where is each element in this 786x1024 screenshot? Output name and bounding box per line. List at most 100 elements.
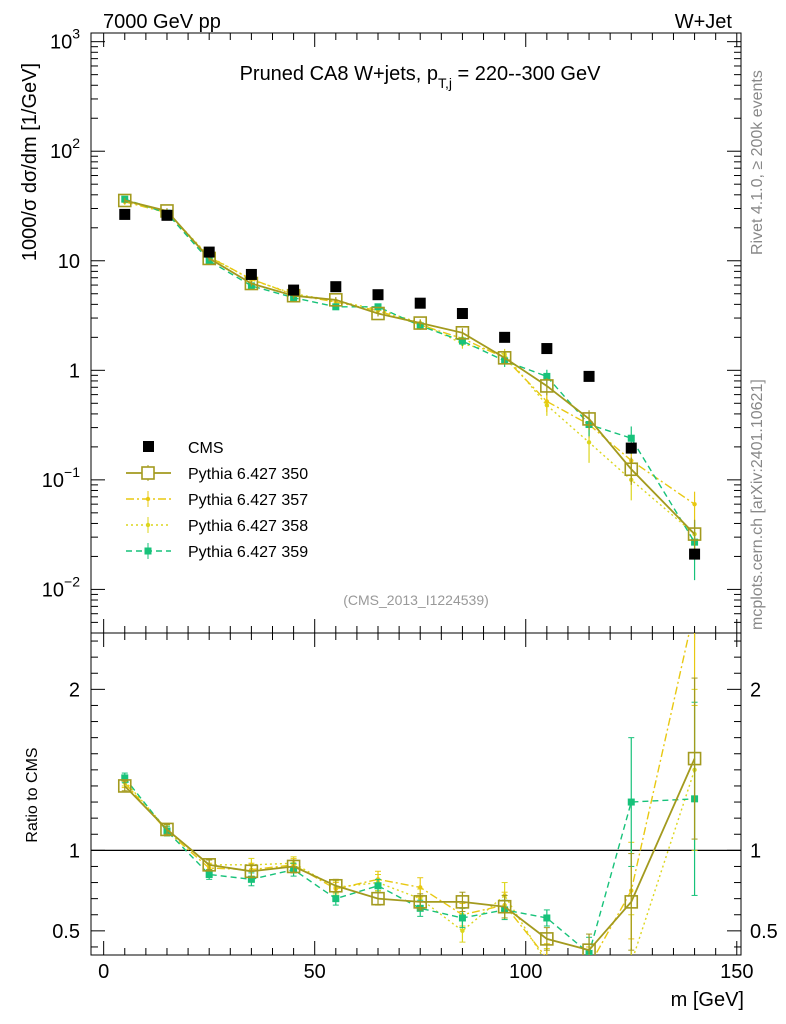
ratio-point-s350 <box>202 858 216 872</box>
data-point-cms <box>119 208 131 220</box>
point-s359 <box>458 337 466 345</box>
rivet-version-label: Rivet 4.1.0, ≥ 200k events <box>749 70 766 255</box>
legend-marker-s350 <box>141 466 155 480</box>
point-s357 <box>692 501 697 507</box>
ratio-y-tick-label-left: 2 <box>69 679 80 701</box>
data-point-cms <box>203 246 215 258</box>
ratio-point-s350 <box>624 895 639 909</box>
data-point-cms <box>161 209 173 221</box>
ratio-point-s357 <box>418 885 423 890</box>
data-point-cms <box>689 548 701 560</box>
ratio-y-axis-label: Ratio to CMS <box>24 747 41 842</box>
data-point-cms <box>541 343 553 355</box>
main-y-tick-label: 102 <box>50 135 80 163</box>
analysis-tag: (CMS_2013_I1224539) <box>343 592 489 608</box>
ratio-point-s359 <box>543 914 551 922</box>
ratio-x-tick-label: 0 <box>98 961 109 983</box>
legend-label-data: CMS <box>188 440 224 457</box>
ratio-y-tick-label-right: 0.5 <box>750 921 778 943</box>
ratio-point-s350 <box>160 822 174 837</box>
ratio-x-tick-label: 50 <box>304 961 326 983</box>
tick-base: 10 <box>42 470 64 492</box>
ratio-line-s350 <box>124 758 696 952</box>
ratio-line-s357 <box>124 633 690 955</box>
data-point-cms <box>288 284 300 296</box>
tick-base: 10 <box>50 141 72 163</box>
point-s350 <box>371 306 385 321</box>
main-y-axis-label: 1000/σ dσ/dm [1/GeV] <box>19 63 41 261</box>
data-point-cms <box>245 268 257 280</box>
data-point-cms <box>625 442 637 454</box>
legend-marker-data <box>143 441 154 452</box>
ratio-point-s359 <box>627 798 635 806</box>
data-point-cms <box>372 289 384 301</box>
point-s350 <box>329 293 343 307</box>
ratio-point-s350 <box>117 779 132 793</box>
tick-exponent: −1 <box>64 464 80 480</box>
ratio-y-tick-label-left: 0.5 <box>52 921 80 943</box>
legend-marker-s358 <box>145 522 151 528</box>
main-y-tick-label: 1 <box>69 360 80 382</box>
data-point-cms <box>330 281 342 293</box>
ratio-point-s350 <box>540 932 554 946</box>
tick-exponent: −2 <box>64 573 80 589</box>
point-s350 <box>413 316 428 330</box>
point-s359 <box>543 372 551 380</box>
series-line-s350 <box>124 199 696 535</box>
ratio-point-s357 <box>692 607 696 611</box>
ratio-frame <box>90 632 742 956</box>
main-series-group <box>117 193 702 581</box>
ratio-point-s350 <box>371 891 385 906</box>
ratio-point-s359 <box>205 871 213 878</box>
ratio-point-s358 <box>545 961 549 965</box>
main-plot-title: Pruned CA8 W+jets, pT,j = 220--300 GeV <box>240 63 602 91</box>
tick-base: 10 <box>50 32 72 54</box>
ratio-point-s358 <box>587 971 591 975</box>
point-s350 <box>687 527 702 541</box>
tick-exponent: 3 <box>72 26 80 42</box>
point-s350 <box>455 326 470 340</box>
ratio-point-s359 <box>121 774 129 782</box>
ratio-point-s359 <box>247 875 255 883</box>
ratio-y-tick-label-left: 1 <box>69 840 80 862</box>
ratio-y-tick-label-right: 2 <box>750 679 761 701</box>
ratio-point-s357 <box>587 964 591 968</box>
ratio-point-s350 <box>413 895 428 909</box>
ratio-point-s359 <box>332 895 340 903</box>
main-frame <box>90 32 742 634</box>
ratio-point-s357 <box>545 956 549 960</box>
legend-label-s350: Pythia 6.427 350 <box>188 466 308 483</box>
ratio-plot-panel: 0.5 0.5 1 1 2 2 0 50 100 150 Ratio to CMS m [GeV] <box>24 607 778 1011</box>
mcplots-reference-label: mcplots.cern.ch [arXiv:2401.10621] <box>749 379 766 630</box>
energy-label: 7000 GeV pp <box>103 11 221 33</box>
legend-marker-s359 <box>144 547 152 555</box>
point-s350 <box>582 412 596 426</box>
legend-marker-s357 <box>145 496 151 502</box>
ratio-point-s359 <box>374 882 382 890</box>
ratio-y-tick-label-right: 1 <box>750 840 761 862</box>
data-point-cms <box>499 331 511 343</box>
legend-label-s359: Pythia 6.427 359 <box>188 544 308 561</box>
tick-base: 1 <box>69 360 80 382</box>
ratio-point-s358 <box>460 928 465 934</box>
ratio-point-s350 <box>244 864 259 879</box>
main-y-tick-label: 10−1 <box>42 464 80 492</box>
point-s358 <box>586 440 592 445</box>
legend-label-s357: Pythia 6.427 357 <box>188 492 308 509</box>
main-y-tick-label: 10 <box>58 251 80 273</box>
point-s359 <box>332 303 340 311</box>
ratio-point-s350 <box>497 899 512 914</box>
data-point-cms <box>414 297 426 309</box>
process-label: W+Jet <box>675 11 733 33</box>
title-tail: = 220--300 GeV <box>452 63 601 85</box>
ratio-line-s358 <box>124 769 696 955</box>
tick-base: 10 <box>58 251 80 273</box>
series-line-s358 <box>124 200 696 535</box>
data-point-cms <box>583 370 595 382</box>
tick-base: 10 <box>42 579 64 601</box>
main-y-tick-label: 10−2 <box>42 573 80 601</box>
series-line-s359 <box>124 198 696 543</box>
